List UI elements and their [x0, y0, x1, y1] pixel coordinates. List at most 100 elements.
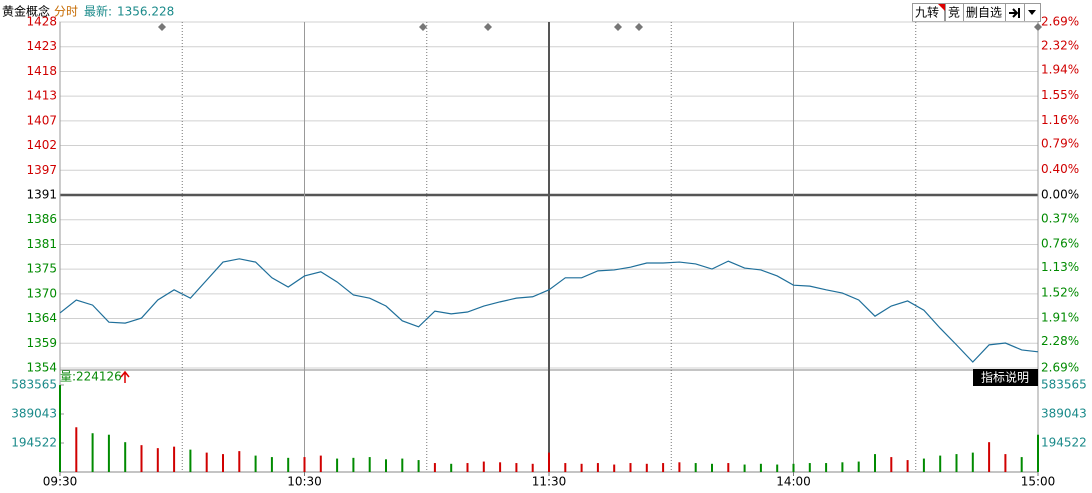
- volume-bar: [173, 446, 176, 472]
- y-tick-label: 1370: [26, 286, 57, 300]
- y-tick-label: 1413: [26, 89, 57, 103]
- volume-bar: [238, 451, 241, 472]
- volume-bar: [107, 434, 110, 472]
- y-tick-label: 1386: [26, 212, 57, 226]
- event-marker: [158, 23, 166, 31]
- volume-bar: [482, 461, 485, 472]
- volume-bar: [629, 463, 632, 472]
- mode: 分时: [54, 5, 78, 19]
- volume-bar: [857, 461, 860, 472]
- volume-latest: 224126: [76, 370, 122, 384]
- y-tick-label: 1418: [26, 64, 57, 78]
- volume-bar: [499, 462, 502, 472]
- y2-tick-label: 0.37%: [1041, 211, 1079, 225]
- volume-bar: [743, 464, 746, 472]
- volume-bar: [205, 452, 208, 472]
- volume-bar: [1020, 457, 1023, 472]
- event-marker: [484, 23, 492, 31]
- volume-bar: [874, 454, 876, 472]
- price-line: [59, 258, 1039, 363]
- volume-bar: [727, 463, 730, 472]
- volume-bar: [189, 449, 192, 472]
- volume-bar: [433, 463, 436, 472]
- y2-tick-label: 0.40%: [1041, 162, 1079, 176]
- volume-bar: [548, 452, 550, 472]
- button-label[interactable]: 九转: [915, 5, 939, 20]
- button-flag: [938, 4, 945, 11]
- volume-bar: [694, 463, 697, 472]
- y2-tick-label: 2.69%: [1041, 15, 1079, 29]
- y-tick-label: 1397: [26, 163, 57, 177]
- volume-bar: [59, 385, 61, 472]
- indicator-button-label[interactable]: 指标说明: [981, 370, 1029, 385]
- volume-bar: [531, 463, 534, 472]
- y-tick-label: 1354: [26, 361, 57, 375]
- y2-tick-label: 1.52%: [1041, 285, 1079, 299]
- volume-bar: [417, 460, 420, 472]
- volume-bar: [156, 448, 159, 472]
- button-label[interactable]: 竞: [948, 6, 960, 20]
- board-name: 黄金概念: [2, 4, 50, 19]
- y-tick-label: 1402: [26, 138, 57, 152]
- volume-bar: [352, 457, 355, 472]
- x-tick-label: 09:30: [43, 475, 78, 489]
- y2-tick-label: 2.32%: [1041, 38, 1079, 52]
- latest-price: 1356.228: [117, 5, 174, 19]
- y2-tick-label: 2.28%: [1041, 334, 1079, 348]
- volume-bar: [596, 463, 599, 472]
- y-tick-label: 1391: [26, 188, 57, 202]
- volume-bar: [303, 457, 306, 472]
- volume-bar: [711, 463, 713, 472]
- volume-bar: [662, 463, 665, 472]
- y-tick-label: 1375: [26, 262, 57, 276]
- volume-bar: [564, 463, 567, 472]
- plot: 1428 1423 1418 1413 1407 1402 1397 1391 1386 1381…: [11, 15, 1087, 489]
- volume-bar: [515, 463, 518, 472]
- markers: [158, 23, 1042, 31]
- x-tick-label: 10:30: [287, 475, 322, 489]
- volume-bar: [825, 463, 828, 472]
- button-label[interactable]: 删自选: [966, 6, 1002, 20]
- volume-bar: [906, 460, 909, 472]
- volume-bar: [450, 463, 453, 472]
- indicator-button[interactable]: [973, 369, 1038, 386]
- event-marker: [419, 23, 427, 31]
- y2-tick-label: 0.00%: [1041, 188, 1079, 202]
- volume-bar: [368, 457, 371, 472]
- volume-title: 量:: [60, 370, 76, 384]
- y2-tick-label: 1.94%: [1041, 63, 1079, 77]
- y2-tick-label: 1.13%: [1041, 260, 1079, 274]
- volume-tick-label: 194522: [11, 435, 57, 449]
- volume-bar: [287, 457, 290, 472]
- volume-bar: [922, 458, 925, 472]
- volume-bar: [613, 464, 616, 472]
- button-icon: [1009, 8, 1020, 18]
- event-marker: [614, 23, 622, 31]
- volume-bar: [939, 455, 942, 472]
- volume-bar: [401, 458, 404, 472]
- volume-tick-label-right: 194522: [1041, 435, 1087, 449]
- event-marker: [1034, 23, 1042, 31]
- latest-label: 最新:: [84, 4, 112, 19]
- volume-bar: [678, 462, 681, 472]
- x-tick-label: 15:00: [1021, 475, 1056, 489]
- volume-bar: [91, 433, 94, 472]
- volume-tick-label-right: 583565: [1041, 377, 1087, 391]
- volume-tick-label-right: 389043: [1041, 406, 1087, 420]
- y2-tick-label: 0.79%: [1041, 137, 1079, 151]
- x-tick-label: 14:00: [776, 475, 811, 489]
- y2-tick-label: 1.16%: [1041, 113, 1079, 127]
- volume-bar: [140, 445, 143, 472]
- dropdown-icon: [1028, 10, 1036, 15]
- volume-bar: [645, 463, 648, 472]
- volume-tick-label: 583565: [11, 377, 57, 391]
- volume-bar: [759, 463, 762, 472]
- y-tick-label: 1423: [26, 39, 57, 53]
- up-arrow: [120, 370, 130, 383]
- volume-tick-label: 389043: [11, 406, 57, 420]
- volume-bar: [319, 455, 322, 472]
- y2-tick-label: 1.55%: [1041, 88, 1079, 102]
- volume-bar: [776, 464, 779, 472]
- volume-bar: [971, 452, 974, 472]
